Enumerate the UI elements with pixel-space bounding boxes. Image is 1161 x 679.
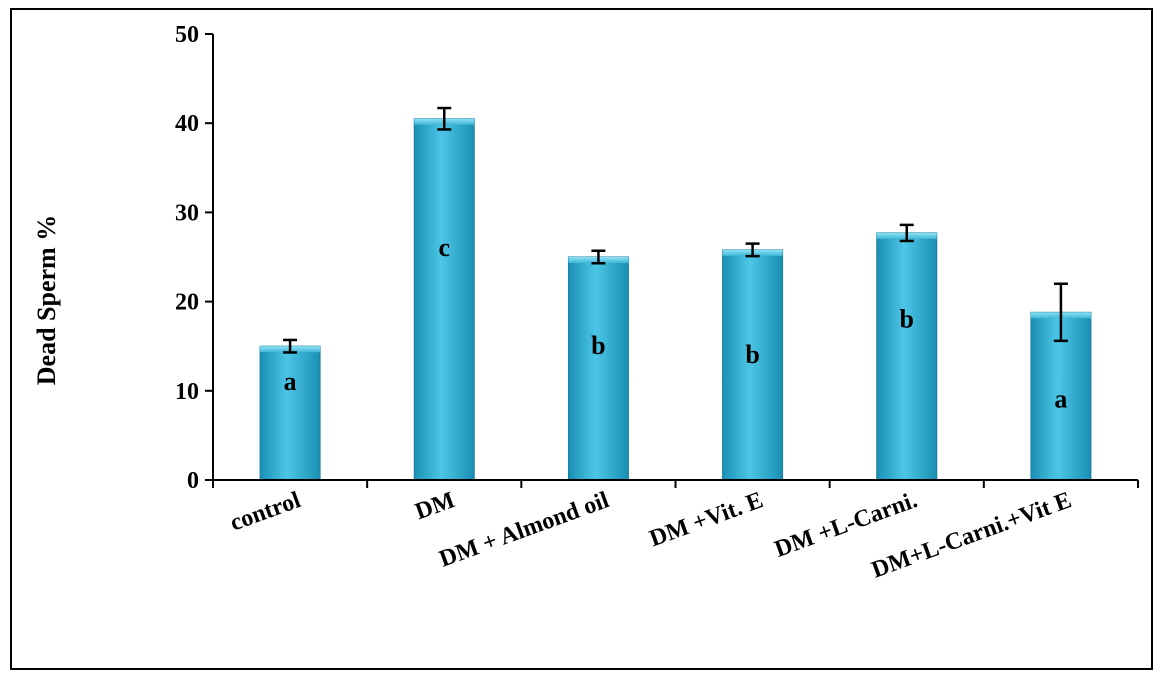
bars-group: a c b b b a <box>259 106 1092 481</box>
significance-label: a <box>284 367 297 396</box>
y-tick-label: 0 <box>187 468 199 494</box>
x-tick-label: DM +Vit. E <box>646 487 767 552</box>
significance-label: b <box>900 304 914 333</box>
bar <box>413 118 475 481</box>
y-tick-label: 20 <box>175 290 199 316</box>
x-tick-label: control <box>227 487 305 536</box>
significance-label: b <box>591 331 605 360</box>
significance-label: a <box>1054 385 1067 414</box>
bar <box>259 345 321 481</box>
y-tick-label: 40 <box>175 111 199 137</box>
x-tick-label: DM <box>412 487 458 525</box>
y-axis-title: Dead Sperm % <box>32 215 61 385</box>
bar <box>876 232 938 481</box>
y-tick-label: 30 <box>175 200 199 226</box>
bar <box>567 256 629 481</box>
significance-label: c <box>438 233 450 262</box>
significance-label: b <box>745 340 759 369</box>
y-tick-label: 10 <box>175 379 199 405</box>
x-tick-label: DM + Almond oil <box>436 487 613 573</box>
y-tick-label: 50 <box>175 22 199 48</box>
